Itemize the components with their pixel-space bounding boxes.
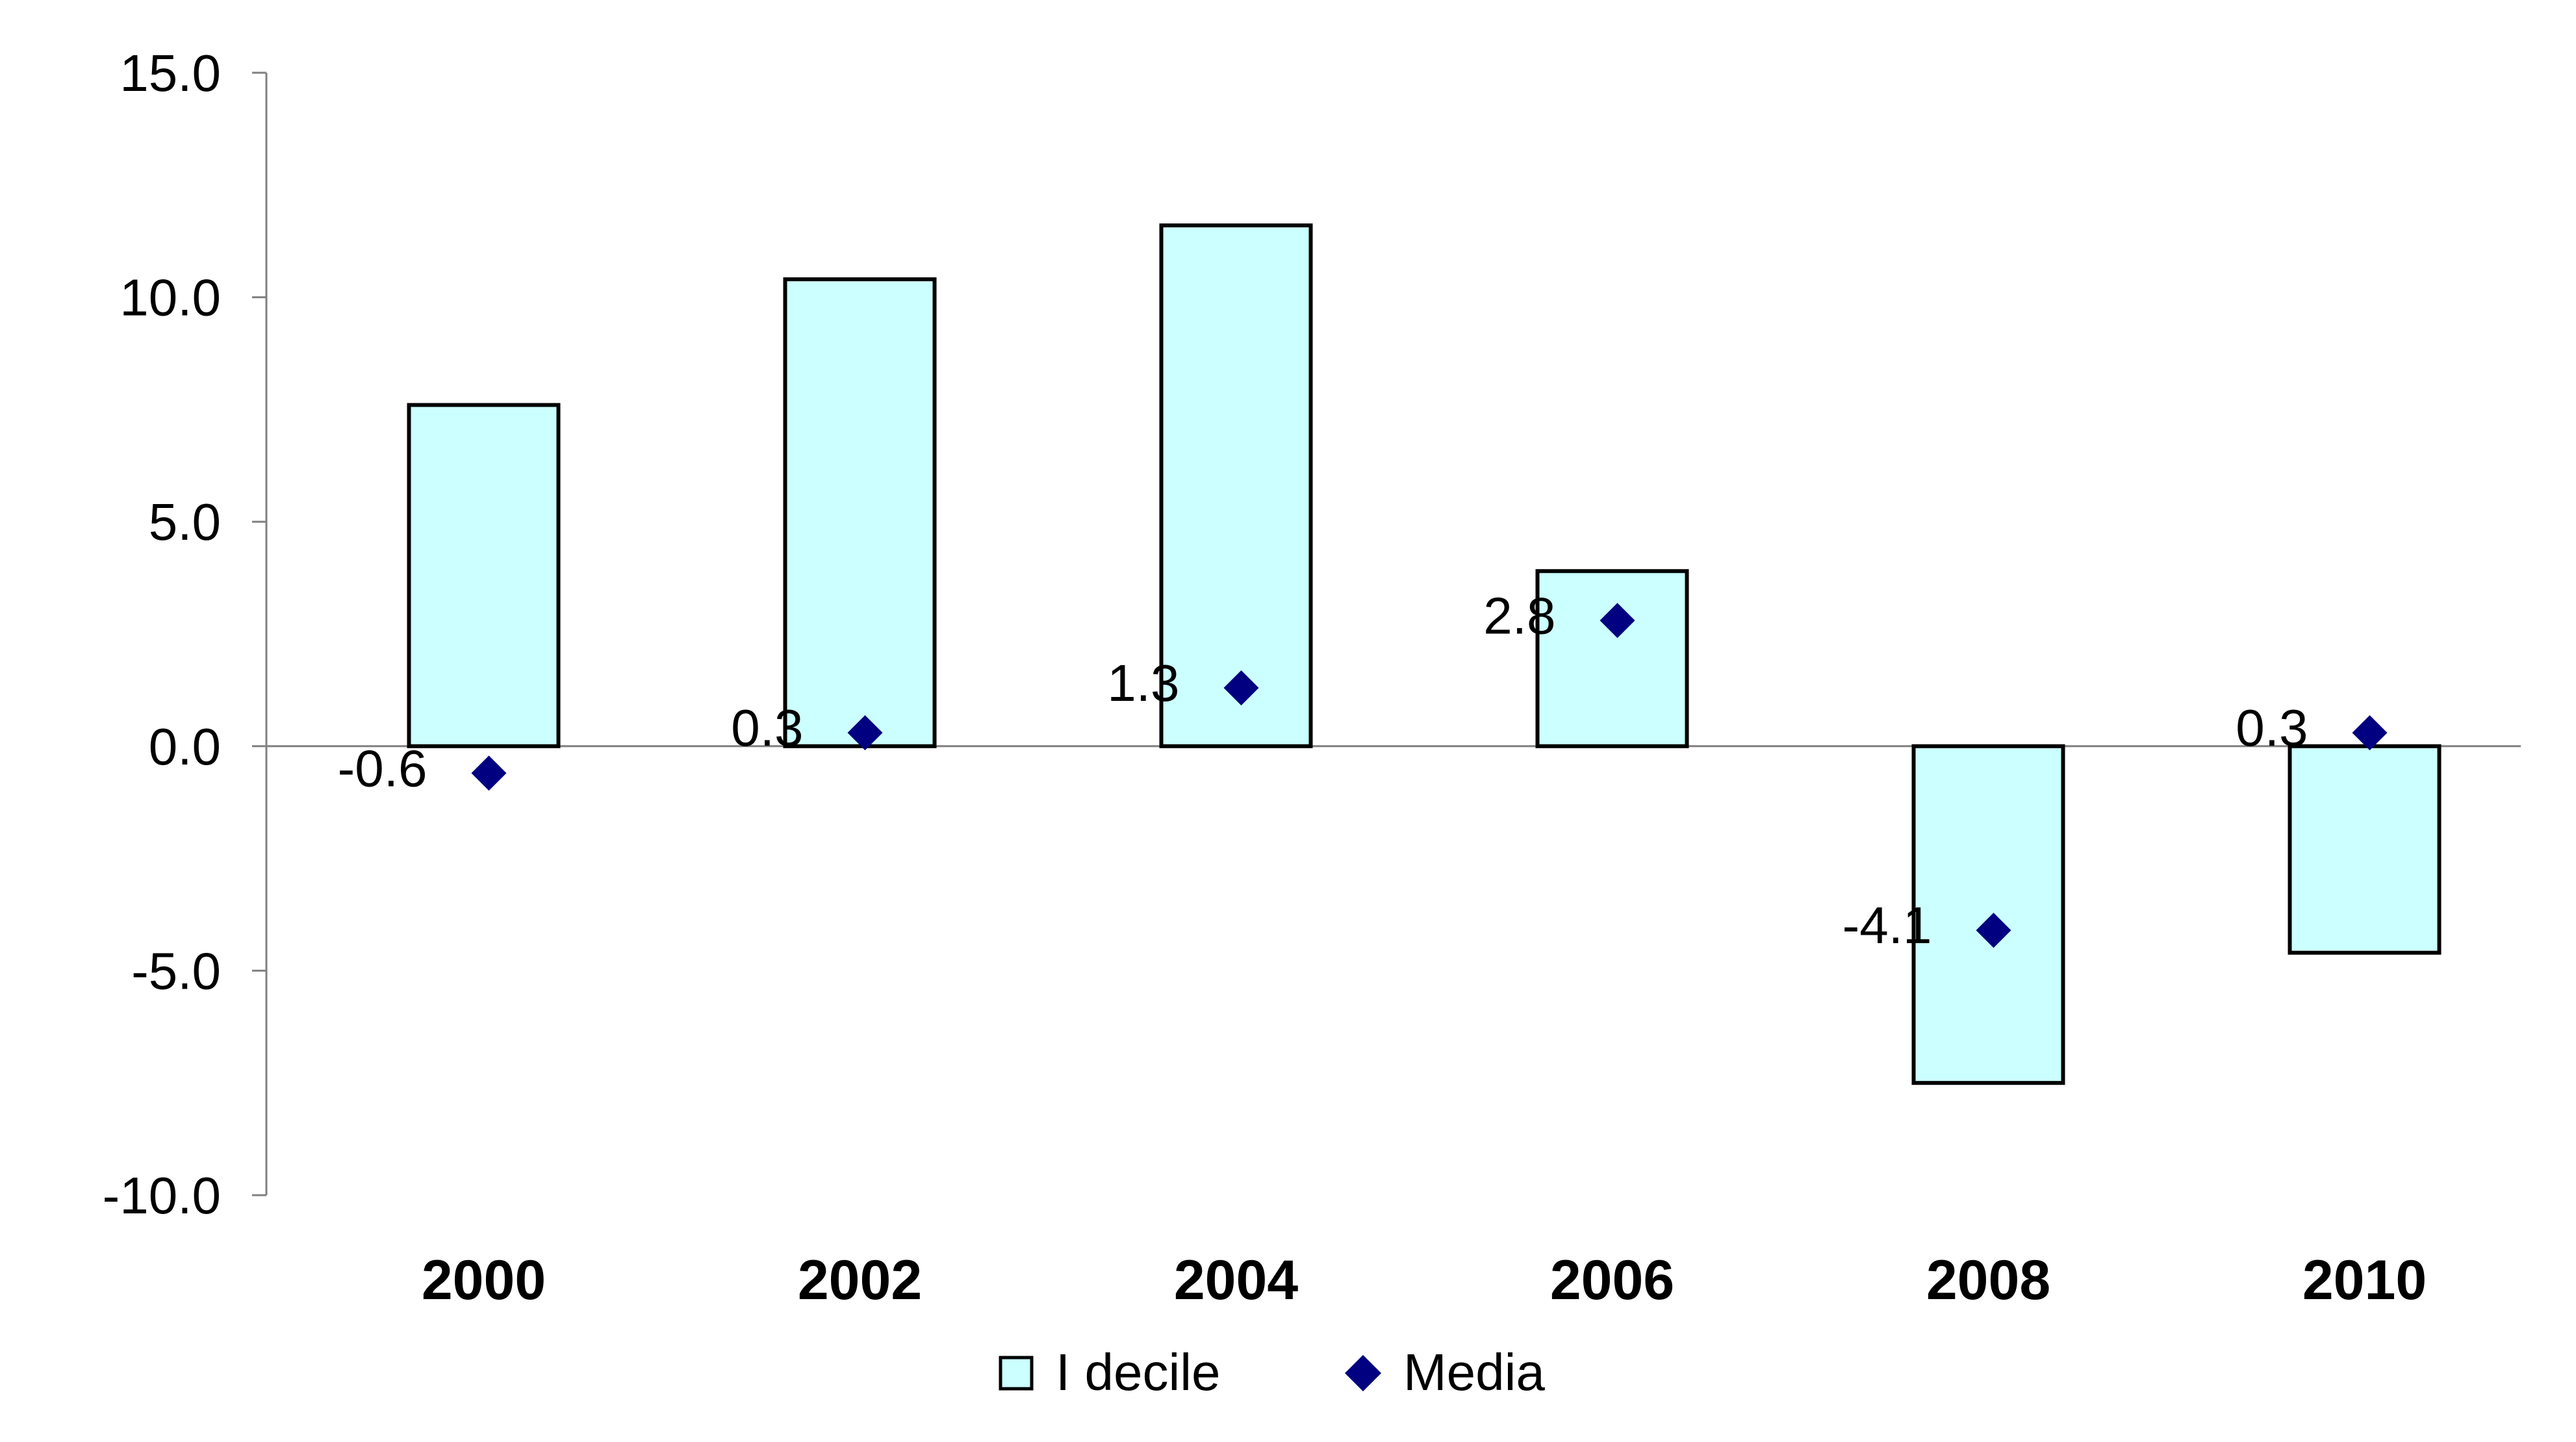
- media-marker-2002: [847, 715, 883, 751]
- bar-2004: [1159, 223, 1313, 748]
- legend-bar-swatch: [999, 1356, 1034, 1391]
- bars: [407, 223, 2442, 1085]
- legend-label-media: Media: [1403, 1343, 1545, 1401]
- x-tick-label: 2008: [1926, 1249, 2050, 1311]
- x-tick-label: 2006: [1550, 1249, 1674, 1311]
- y-tick-label: 15.0: [120, 44, 221, 102]
- x-tick-label: 2004: [1174, 1249, 1298, 1311]
- media-value-label: -0.6: [338, 739, 427, 797]
- x-tick-label: 2010: [2302, 1249, 2427, 1311]
- media-value-label: 0.3: [2236, 699, 2308, 757]
- media-value-label: 2.8: [1483, 587, 1555, 644]
- media-value-label: 0.3: [731, 699, 803, 757]
- media-marker-2008: [1976, 913, 2011, 948]
- legend-label-bar: I decile: [1056, 1343, 1220, 1401]
- y-tick-label: 5.0: [149, 493, 221, 551]
- y-tick-label: 0.0: [149, 718, 221, 776]
- bar-2000: [407, 403, 561, 748]
- y-tick-label: -10.0: [103, 1167, 221, 1224]
- legend-diamond-icon: [1345, 1355, 1381, 1391]
- media-value-label: 1.3: [1107, 654, 1179, 712]
- media-marker-2006: [1600, 603, 1635, 639]
- y-axis: 15.0 10.0 5.0 0.0 -5.0 -10.0: [103, 44, 268, 1224]
- data-labels: -0.6 0.3 1.3 2.8 -4.1 0.3: [338, 587, 2308, 954]
- bar-2006: [1535, 569, 1689, 748]
- media-marker-2004: [1223, 670, 1259, 705]
- bar-2002: [783, 277, 937, 748]
- media-markers: [471, 603, 2388, 948]
- bar-2008: [1911, 744, 2065, 1085]
- media-value-label: -4.1: [1843, 896, 1932, 954]
- y-tick-label: -5.0: [131, 942, 221, 1000]
- x-tick-label: 2000: [422, 1249, 546, 1311]
- legend: I decile Media: [999, 1343, 1545, 1401]
- media-marker-2010: [2352, 715, 2388, 751]
- y-tick-label: 10.0: [120, 269, 221, 327]
- bar-2010: [2288, 744, 2442, 955]
- media-marker-2000: [471, 755, 507, 791]
- x-axis-labels: 2000 2002 2004 2006 2008 2010: [422, 1249, 2427, 1311]
- x-tick-label: 2002: [798, 1249, 922, 1311]
